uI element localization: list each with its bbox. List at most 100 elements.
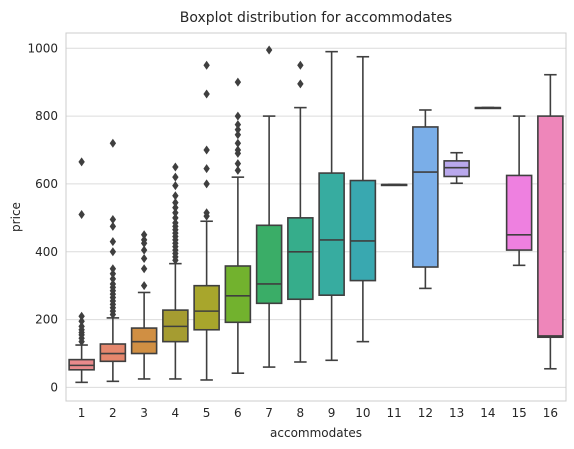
plot-frame [65, 32, 567, 402]
iqr-box [537, 115, 564, 339]
outlier-point [203, 208, 210, 218]
outlier-point [234, 130, 242, 140]
box-3 [130, 230, 158, 380]
outlier-point [297, 79, 304, 89]
y-tick-label: 600 [35, 177, 58, 191]
outlier-point [78, 209, 85, 219]
box-6 [224, 77, 252, 374]
outlier-point [234, 145, 242, 155]
box-9 [318, 50, 345, 362]
outlier-point [234, 159, 242, 169]
outlier-point [140, 245, 148, 255]
iqr-box [193, 284, 220, 331]
outlier-point [234, 165, 242, 175]
outlier-point [234, 77, 242, 87]
y-axis-label: price [9, 202, 23, 232]
iqr-box [349, 179, 377, 282]
outlier-point [234, 111, 242, 121]
y-tick-label: 200 [35, 313, 58, 327]
x-tick-label: 7 [265, 406, 273, 420]
outlier-point [265, 45, 273, 55]
outlier-point [109, 247, 117, 257]
outlier-point [140, 235, 148, 245]
outlier-point [109, 269, 117, 279]
iqr-box [505, 174, 533, 251]
outlier-point [140, 264, 148, 274]
outlier-point [203, 164, 210, 174]
box-14 [474, 106, 502, 110]
x-tick-label: 15 [511, 406, 526, 420]
x-axis-label: accommodates [270, 426, 362, 440]
outlier-point [172, 213, 179, 223]
outlier-point [109, 138, 117, 148]
x-tick-label: 14 [480, 406, 495, 420]
outlier-point [203, 145, 210, 155]
outlier-point [172, 208, 179, 218]
outlier-point [78, 311, 85, 321]
outlier-point [172, 203, 179, 213]
box-12 [412, 109, 439, 290]
outlier-point [172, 191, 179, 201]
outlier-point [172, 181, 179, 191]
outlier-point [172, 162, 179, 172]
outlier-point [172, 218, 179, 228]
outlier-point [78, 157, 85, 167]
outlier-point [78, 316, 85, 326]
chart-title: Boxplot distribution for accommodates [180, 10, 452, 26]
outlier-point [109, 215, 117, 225]
outlier-point [203, 60, 210, 70]
y-tick-label: 800 [35, 109, 58, 123]
iqr-box [318, 172, 345, 296]
x-tick-label: 10 [355, 406, 370, 420]
box-10 [349, 55, 377, 343]
box-8 [287, 60, 314, 363]
y-tick-label: 400 [35, 245, 58, 259]
x-tick-label: 12 [418, 406, 433, 420]
x-tick-label: 13 [449, 406, 464, 420]
x-tick-labels: 1 2 3 4 5 6 7 8 9 10 11 12 13 14 15 16 [78, 406, 558, 420]
box-11 [380, 183, 408, 187]
x-tick-label: 9 [328, 406, 336, 420]
box-7 [255, 45, 283, 368]
x-tick-label: 3 [140, 406, 148, 420]
outlier-point [109, 221, 117, 231]
iqr-box [99, 343, 127, 363]
outlier-point [109, 237, 117, 247]
outlier-point [203, 179, 210, 189]
x-tick-label: 5 [203, 406, 211, 420]
outlier-point [234, 125, 242, 135]
y-tick-label: 1000 [27, 41, 58, 55]
iqr-box [130, 327, 158, 355]
gridlines [66, 47, 566, 388]
box-1 [68, 157, 95, 384]
box-13 [443, 151, 470, 185]
outlier-point [109, 274, 117, 284]
outlier-point [234, 120, 242, 130]
iqr-box [224, 265, 252, 324]
outlier-point [203, 89, 210, 99]
box-5 [193, 60, 220, 381]
outlier-point [172, 198, 179, 208]
outlier-point [172, 172, 179, 182]
outlier-point [109, 264, 117, 274]
iqr-box [255, 224, 283, 305]
x-tick-label: 16 [543, 406, 558, 420]
box-2 [99, 138, 127, 383]
x-tick-label: 2 [109, 406, 117, 420]
box-4 [162, 162, 189, 380]
box-group [68, 45, 564, 384]
iqr-box [443, 160, 470, 178]
outlier-point [78, 321, 85, 331]
y-tick-label: 0 [50, 380, 58, 394]
iqr-box [287, 217, 314, 301]
box-16 [537, 73, 564, 370]
iqr-box [412, 126, 439, 268]
outlier-point [234, 138, 242, 148]
x-tick-label: 8 [297, 406, 305, 420]
x-tick-label: 6 [234, 406, 242, 420]
box-15 [505, 115, 533, 267]
outlier-point [140, 254, 148, 264]
x-tick-label: 4 [172, 406, 180, 420]
outlier-point [109, 279, 117, 289]
